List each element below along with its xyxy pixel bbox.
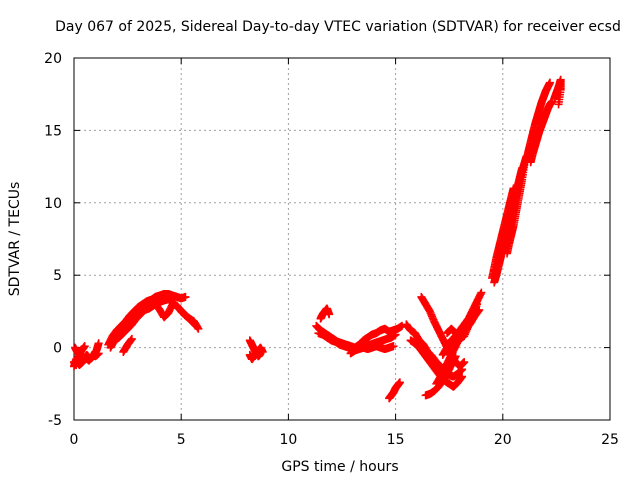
data-point: [458, 372, 467, 381]
x-tick-label: 5: [177, 432, 186, 448]
data-point: [94, 349, 103, 358]
data-point: [395, 378, 404, 387]
data-point: [325, 310, 334, 319]
data-point: [256, 349, 265, 358]
y-tick-label: 5: [53, 268, 62, 284]
data-point: [520, 161, 529, 170]
y-tick-label: -5: [48, 413, 62, 429]
data-point: [94, 339, 103, 348]
data-point: [127, 334, 136, 343]
axis-ticks: 0 5 10 15 20 25 -5 0 5 10 15 20: [44, 51, 619, 448]
y-tick-label: 15: [44, 123, 62, 139]
data-point: [460, 358, 469, 367]
data-point: [389, 342, 398, 351]
y-tick-label: 0: [53, 341, 62, 357]
data-point: [181, 292, 190, 301]
plot-frame: [73, 57, 611, 421]
data-point: [473, 300, 482, 309]
x-tick-label: 20: [494, 432, 512, 448]
grid: [74, 58, 610, 420]
data-point: [80, 342, 89, 351]
x-tick-label: 15: [387, 432, 405, 448]
data-point: [477, 288, 486, 297]
x-tick-label: 10: [279, 432, 297, 448]
data-point: [391, 330, 400, 339]
data-points: [70, 75, 565, 403]
data-point: [545, 78, 554, 87]
data-point: [192, 321, 201, 330]
y-tick-label: 10: [44, 196, 62, 212]
x-axis-label: GPS time / hours: [281, 459, 398, 475]
chart-title: Day 067 of 2025, Sidereal Day-to-day VTE…: [55, 19, 621, 35]
y-tick-label: 20: [44, 51, 62, 67]
x-tick-label: 0: [70, 432, 79, 448]
y-axis-label: SDTVAR / TECUs: [7, 182, 23, 297]
x-tick-label: 25: [601, 432, 619, 448]
data-point: [554, 100, 563, 109]
